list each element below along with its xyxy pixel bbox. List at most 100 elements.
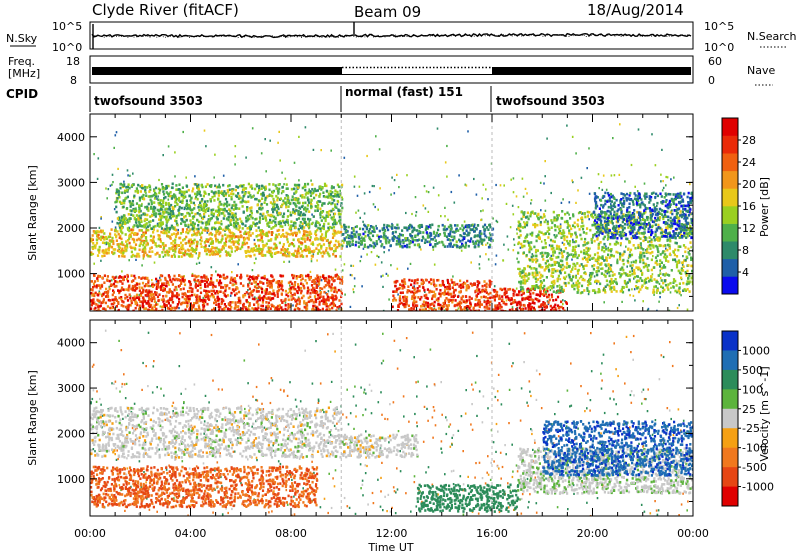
power-cell — [195, 227, 198, 231]
power-cell — [212, 289, 215, 293]
power-speckle — [363, 212, 366, 215]
power-cell — [229, 209, 232, 213]
power-cell — [278, 187, 281, 191]
power-cell — [199, 308, 202, 311]
power-cell — [106, 279, 109, 282]
power-cell — [302, 229, 305, 233]
power-cell — [103, 241, 106, 245]
power-cell — [292, 231, 295, 235]
power-cell — [297, 217, 301, 220]
power-cell — [297, 275, 300, 278]
power-cell — [331, 236, 335, 239]
power-cell — [215, 229, 218, 233]
power-cell — [278, 241, 281, 245]
power-cell — [420, 239, 423, 242]
power-cell — [224, 289, 227, 293]
power-cell — [313, 189, 316, 193]
power-cell — [405, 297, 408, 301]
power-cell — [308, 238, 312, 242]
power-cell — [492, 308, 495, 311]
power-cell — [335, 290, 338, 294]
power-cell — [183, 220, 187, 224]
power-cell — [446, 279, 449, 282]
power-cell — [197, 297, 200, 301]
power-cell — [172, 227, 175, 230]
power-cell — [213, 199, 216, 202]
power-cell — [262, 230, 265, 233]
power-cell — [113, 277, 116, 281]
power-cell — [152, 228, 155, 231]
power-speckle — [487, 198, 489, 201]
power-cell — [166, 226, 169, 230]
power-speckle — [634, 299, 636, 302]
power-cell — [314, 277, 317, 280]
power-cell — [118, 236, 121, 240]
power-cell — [103, 254, 106, 257]
power-cell — [288, 251, 291, 255]
power-cell — [120, 276, 123, 279]
power-cell — [154, 195, 157, 198]
power-cell — [259, 218, 262, 221]
power-cell — [124, 197, 127, 200]
power-speckle — [327, 290, 330, 293]
power-cell — [449, 298, 452, 302]
power-cell — [307, 288, 310, 292]
power-speckle — [312, 253, 315, 256]
power-cell — [138, 296, 141, 299]
power-cell — [172, 249, 175, 252]
power-cell — [266, 210, 269, 214]
power-speckle — [494, 263, 497, 266]
power-cell — [244, 230, 247, 234]
power-cell — [437, 307, 440, 310]
power-cell — [301, 222, 304, 225]
power-cell — [145, 302, 148, 305]
power-speckle — [430, 226, 432, 229]
power-cell — [245, 299, 248, 302]
power-cell — [154, 215, 157, 218]
power-cell — [383, 223, 386, 227]
power-cell — [180, 193, 183, 196]
power-cell — [119, 186, 122, 190]
power-cell — [154, 253, 157, 256]
power-cell — [484, 290, 487, 293]
power-speckle — [284, 177, 287, 180]
power-speckle — [269, 139, 271, 142]
power-cell — [437, 228, 440, 232]
power-cell — [194, 286, 197, 289]
power-cell — [210, 274, 213, 277]
power-cell — [138, 298, 141, 301]
power-cell — [427, 234, 430, 238]
power-cell — [251, 294, 254, 297]
power-cell — [173, 255, 176, 258]
power-cell — [245, 307, 248, 311]
power-cell — [215, 209, 218, 213]
power-cell — [217, 281, 220, 285]
nsky-label: N.Sky — [6, 32, 38, 45]
power-cell — [214, 221, 217, 225]
power-cell — [93, 294, 96, 298]
power-cell — [158, 234, 161, 238]
power-speckle — [126, 169, 129, 172]
power-speckle — [568, 213, 570, 216]
power-speckle — [390, 264, 392, 267]
power-cell — [191, 304, 194, 307]
power-cell — [178, 248, 181, 251]
power-speckle — [330, 149, 332, 152]
power-cell — [281, 186, 284, 189]
power-speckle — [387, 274, 389, 277]
power-cell — [319, 192, 322, 196]
power-cell — [376, 234, 379, 237]
power-speckle — [530, 199, 533, 202]
power-cell — [311, 192, 314, 195]
power-cell — [393, 237, 396, 240]
power-cell — [210, 208, 213, 212]
power-cell — [174, 235, 178, 239]
power-cell — [304, 188, 307, 192]
power-speckle — [293, 161, 296, 164]
power-cell — [215, 239, 218, 243]
power-cell — [218, 221, 221, 225]
power-cell — [168, 250, 171, 253]
power-cell — [294, 287, 297, 291]
power-cell — [102, 292, 105, 296]
power-cell — [134, 207, 137, 210]
